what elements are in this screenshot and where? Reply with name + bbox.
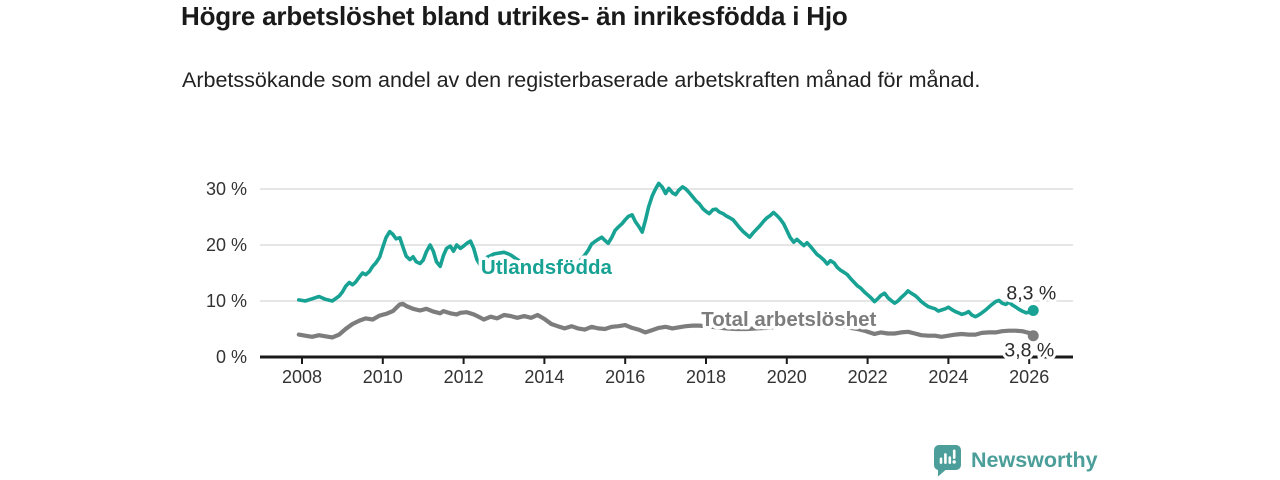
- series-endpoint-dot: [1027, 305, 1039, 317]
- series-line-utlandsfodda: [296, 181, 1035, 319]
- x-tick-label: 2026: [1009, 367, 1049, 387]
- chart-subtitle: Arbetssökande som andel av den registerb…: [182, 68, 981, 92]
- series-label: Total arbetslöshet: [701, 308, 876, 331]
- x-tick-label: 2014: [524, 367, 564, 387]
- brand-footer[interactable]: Newsworthy: [933, 444, 1098, 477]
- y-tick-label: 20 %: [206, 235, 247, 255]
- series-end-value: 3,8 %: [1004, 340, 1054, 362]
- newsworthy-logo-icon: [934, 445, 961, 477]
- chart-title: Högre arbetslöshet bland utrikes- än inr…: [181, 1, 848, 31]
- y-tick-label: 30 %: [206, 179, 247, 199]
- x-tick-label: 2024: [928, 367, 968, 387]
- logo-exclamation-dot: [952, 460, 956, 464]
- y-tick-label: 10 %: [206, 291, 247, 311]
- brand-name: Newsworthy: [971, 448, 1098, 472]
- series-end-value: 8,3 %: [1006, 283, 1056, 305]
- x-tick-label: 2020: [767, 367, 807, 387]
- logo-bubble: [934, 445, 961, 477]
- series-line-total: [296, 301, 1036, 340]
- x-tick-label: 2016: [605, 367, 645, 387]
- x-tick-label: 2010: [363, 367, 403, 387]
- logo-bars: [939, 449, 956, 464]
- x-tick-label: 2008: [282, 367, 322, 387]
- y-tick-label: 0 %: [216, 347, 247, 367]
- series-endpoint-dot: [1027, 330, 1039, 342]
- series-label: Utlandsfödda: [481, 256, 613, 279]
- x-tick-label: 2018: [686, 367, 726, 387]
- x-tick-label: 2012: [444, 367, 484, 387]
- x-tick-label: 2022: [848, 367, 888, 387]
